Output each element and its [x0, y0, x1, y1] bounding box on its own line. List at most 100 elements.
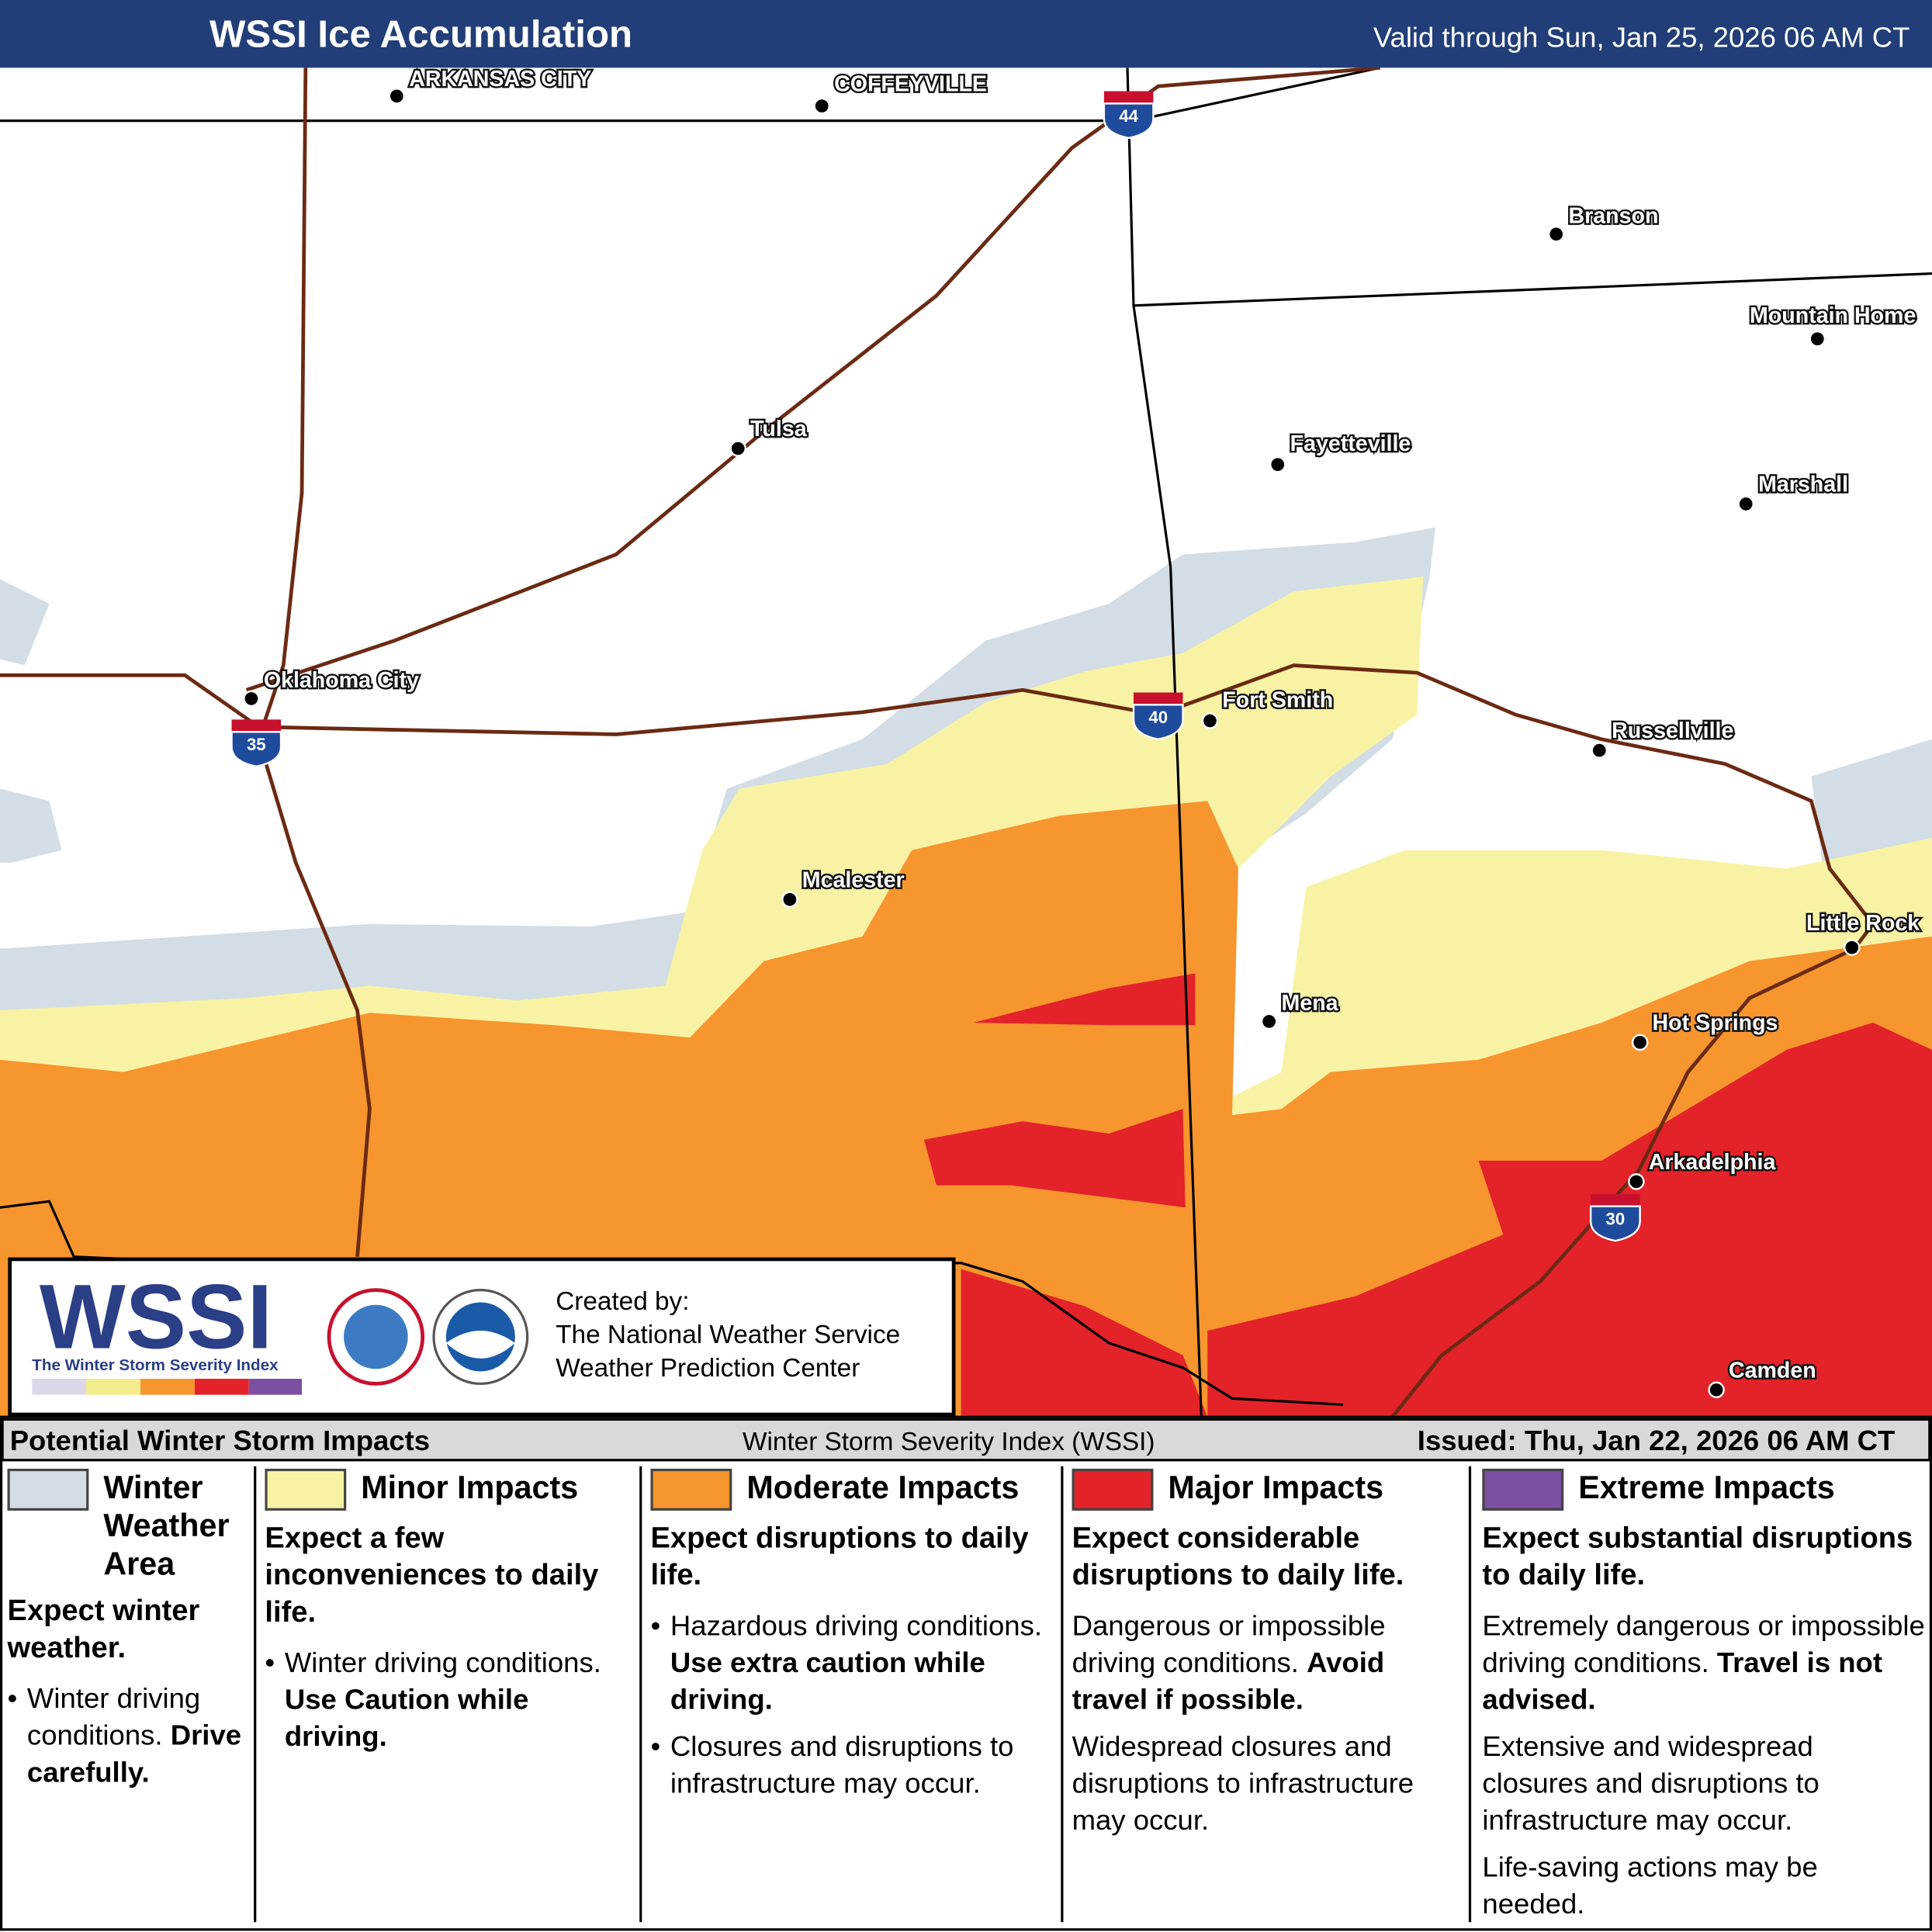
legend-note: Widespread closures and disruptions to i… [1072, 1727, 1464, 1838]
city-dot [243, 690, 260, 708]
legend-summary: Expect winter weather. [7, 1594, 200, 1665]
noaa-logo [432, 1289, 529, 1385]
city-dot [1547, 226, 1565, 243]
note-emphasis: Drive carefully. [26, 1719, 242, 1788]
city-dot [1628, 1173, 1645, 1190]
note-text: Hazardous driving conditions. [670, 1608, 1043, 1642]
city: Oklahoma City [243, 667, 421, 708]
city: Camden [1708, 1356, 1818, 1398]
valid-time: Valid through Sun, Jan 25, 2026 06 AM CT [1373, 21, 1910, 53]
legend-label: Extreme Impacts [1578, 1468, 1835, 1506]
footer-left: Potential Winter Storm Impacts [10, 1425, 430, 1456]
legend-note: Winter driving conditions. Use Caution w… [265, 1643, 637, 1754]
legend-summary: Expect considerable disruptions to daily… [1072, 1522, 1404, 1592]
note-text: Widespread closures and disruptions to i… [1072, 1729, 1414, 1837]
city-label: ARKANSAS CITY [409, 67, 591, 92]
note-emphasis: Use extra caution while driving. [670, 1646, 985, 1716]
legend-head: Moderate Impacts [650, 1468, 1057, 1511]
legend-head: Winter Weather Area [7, 1468, 249, 1584]
city: ARKANSAS CITY [388, 65, 594, 105]
city: Hot Springs [1631, 1009, 1780, 1051]
city: Fayetteville [1269, 430, 1413, 473]
note-text: Closures and disruptions to infrastructu… [670, 1729, 1014, 1799]
legend-column: Minor Impacts Expect a few inconveniences… [265, 1468, 637, 1764]
borders [0, 66, 1932, 1418]
city-label: Tulsa [750, 417, 808, 441]
legend-column: Moderate Impacts Expect disruptions to da… [650, 1468, 1057, 1811]
legend-label: Major Impacts [1168, 1468, 1384, 1506]
legend-swatch [1482, 1468, 1564, 1511]
nws-logo [327, 1288, 425, 1386]
note-text: Dangerous or impossible driving conditio… [1072, 1608, 1386, 1678]
legend-summary: Expect a few inconveniences to daily lif… [265, 1522, 599, 1629]
city: Tulsa [729, 415, 809, 457]
shield: 30 [1589, 1193, 1641, 1242]
interstate [1390, 947, 1855, 1418]
legend-summary: Expect disruptions to daily life. [650, 1522, 1029, 1592]
note-text: Life-saving actions may be needed. [1482, 1851, 1818, 1920]
city-dot [1631, 1034, 1649, 1051]
credit-line: The National Weather Service [556, 1321, 900, 1349]
legend-label: Winter Weather Area [103, 1468, 230, 1583]
city-dot [1591, 742, 1608, 759]
city-label: Russellville [1612, 718, 1733, 743]
city: Mountain Home [1748, 302, 1918, 348]
city: Arkadelphia [1628, 1148, 1778, 1190]
legend-head: Extreme Impacts [1482, 1468, 1926, 1511]
city-dot [1809, 330, 1826, 348]
city-dot [1269, 455, 1286, 473]
legend-column: Major Impacts Expect considerable disrupt… [1072, 1468, 1464, 1848]
logo-strip [32, 1378, 303, 1395]
shield-number: 40 [1148, 708, 1168, 727]
river-border [0, 1200, 1344, 1406]
city-label: Branson [1569, 203, 1659, 228]
legend-swatch [265, 1468, 347, 1511]
legend-column: Winter Weather Area Expect winter weather… [7, 1468, 249, 1800]
note-text: Winter driving conditions. [26, 1681, 201, 1751]
legend-note: Extremely dangerous or impossible drivin… [1482, 1607, 1926, 1718]
city-label: Little Rock [1806, 911, 1920, 936]
shield: 40 [1132, 692, 1184, 741]
footer-center: Winter Storm Severity Index (WSSI) [743, 1428, 1155, 1456]
shield: 44 [1103, 91, 1155, 140]
city-label: Arkadelphia [1649, 1150, 1777, 1175]
credit-line: Created by: [556, 1287, 689, 1316]
city-dot [1260, 1013, 1278, 1030]
city-dot [388, 88, 406, 105]
legend-summary: Expect substantial disruptions to daily … [1482, 1522, 1913, 1592]
logo-title: WSSI [40, 1265, 272, 1367]
cities: ARKANSAS CITY COFFEYVILLE Branson Mountain … [243, 65, 1922, 1398]
legend-column: Extreme Impacts Expect substantial disrup… [1482, 1468, 1926, 1932]
city: COFFEYVILLE [813, 70, 989, 115]
legend-head: Minor Impacts [265, 1468, 637, 1511]
note-text: Extremely dangerous or impossible drivin… [1482, 1608, 1925, 1678]
note-emphasis: Travel is not advised. [1482, 1646, 1883, 1716]
city-label: Fort Smith [1222, 688, 1333, 713]
interstate [256, 68, 372, 1257]
city-dot [813, 97, 830, 115]
city-dot [1844, 939, 1861, 956]
city-dot [1201, 712, 1219, 729]
note-text: Winter driving conditions. [284, 1646, 601, 1678]
city-label: Mena [1282, 991, 1339, 1016]
legend-label: Moderate Impacts [746, 1468, 1020, 1506]
legend-note: Extensive and widespread closures and di… [1482, 1727, 1926, 1838]
shield-number: 30 [1606, 1209, 1626, 1228]
city-label: Camden [1729, 1358, 1816, 1383]
shield-number: 35 [247, 735, 266, 754]
major-area [924, 973, 1932, 1418]
shield-number: 44 [1119, 106, 1138, 126]
city: Mcalester [781, 866, 906, 908]
city-dot [781, 891, 798, 908]
city-label: Oklahoma City [264, 668, 419, 693]
note-emphasis: Use Caution while driving. [284, 1683, 529, 1753]
legend-swatch [7, 1468, 89, 1511]
footer-right: Issued: Thu, Jan 22, 2026 06 AM CT [1418, 1425, 1896, 1456]
city: Branson [1547, 202, 1660, 243]
city: Little Rock [1805, 909, 1922, 956]
city-label: Mountain Home [1750, 303, 1916, 328]
map-title: WSSI Ice Accumulation [209, 12, 632, 55]
note-text: Extensive and widespread closures and di… [1482, 1729, 1819, 1837]
